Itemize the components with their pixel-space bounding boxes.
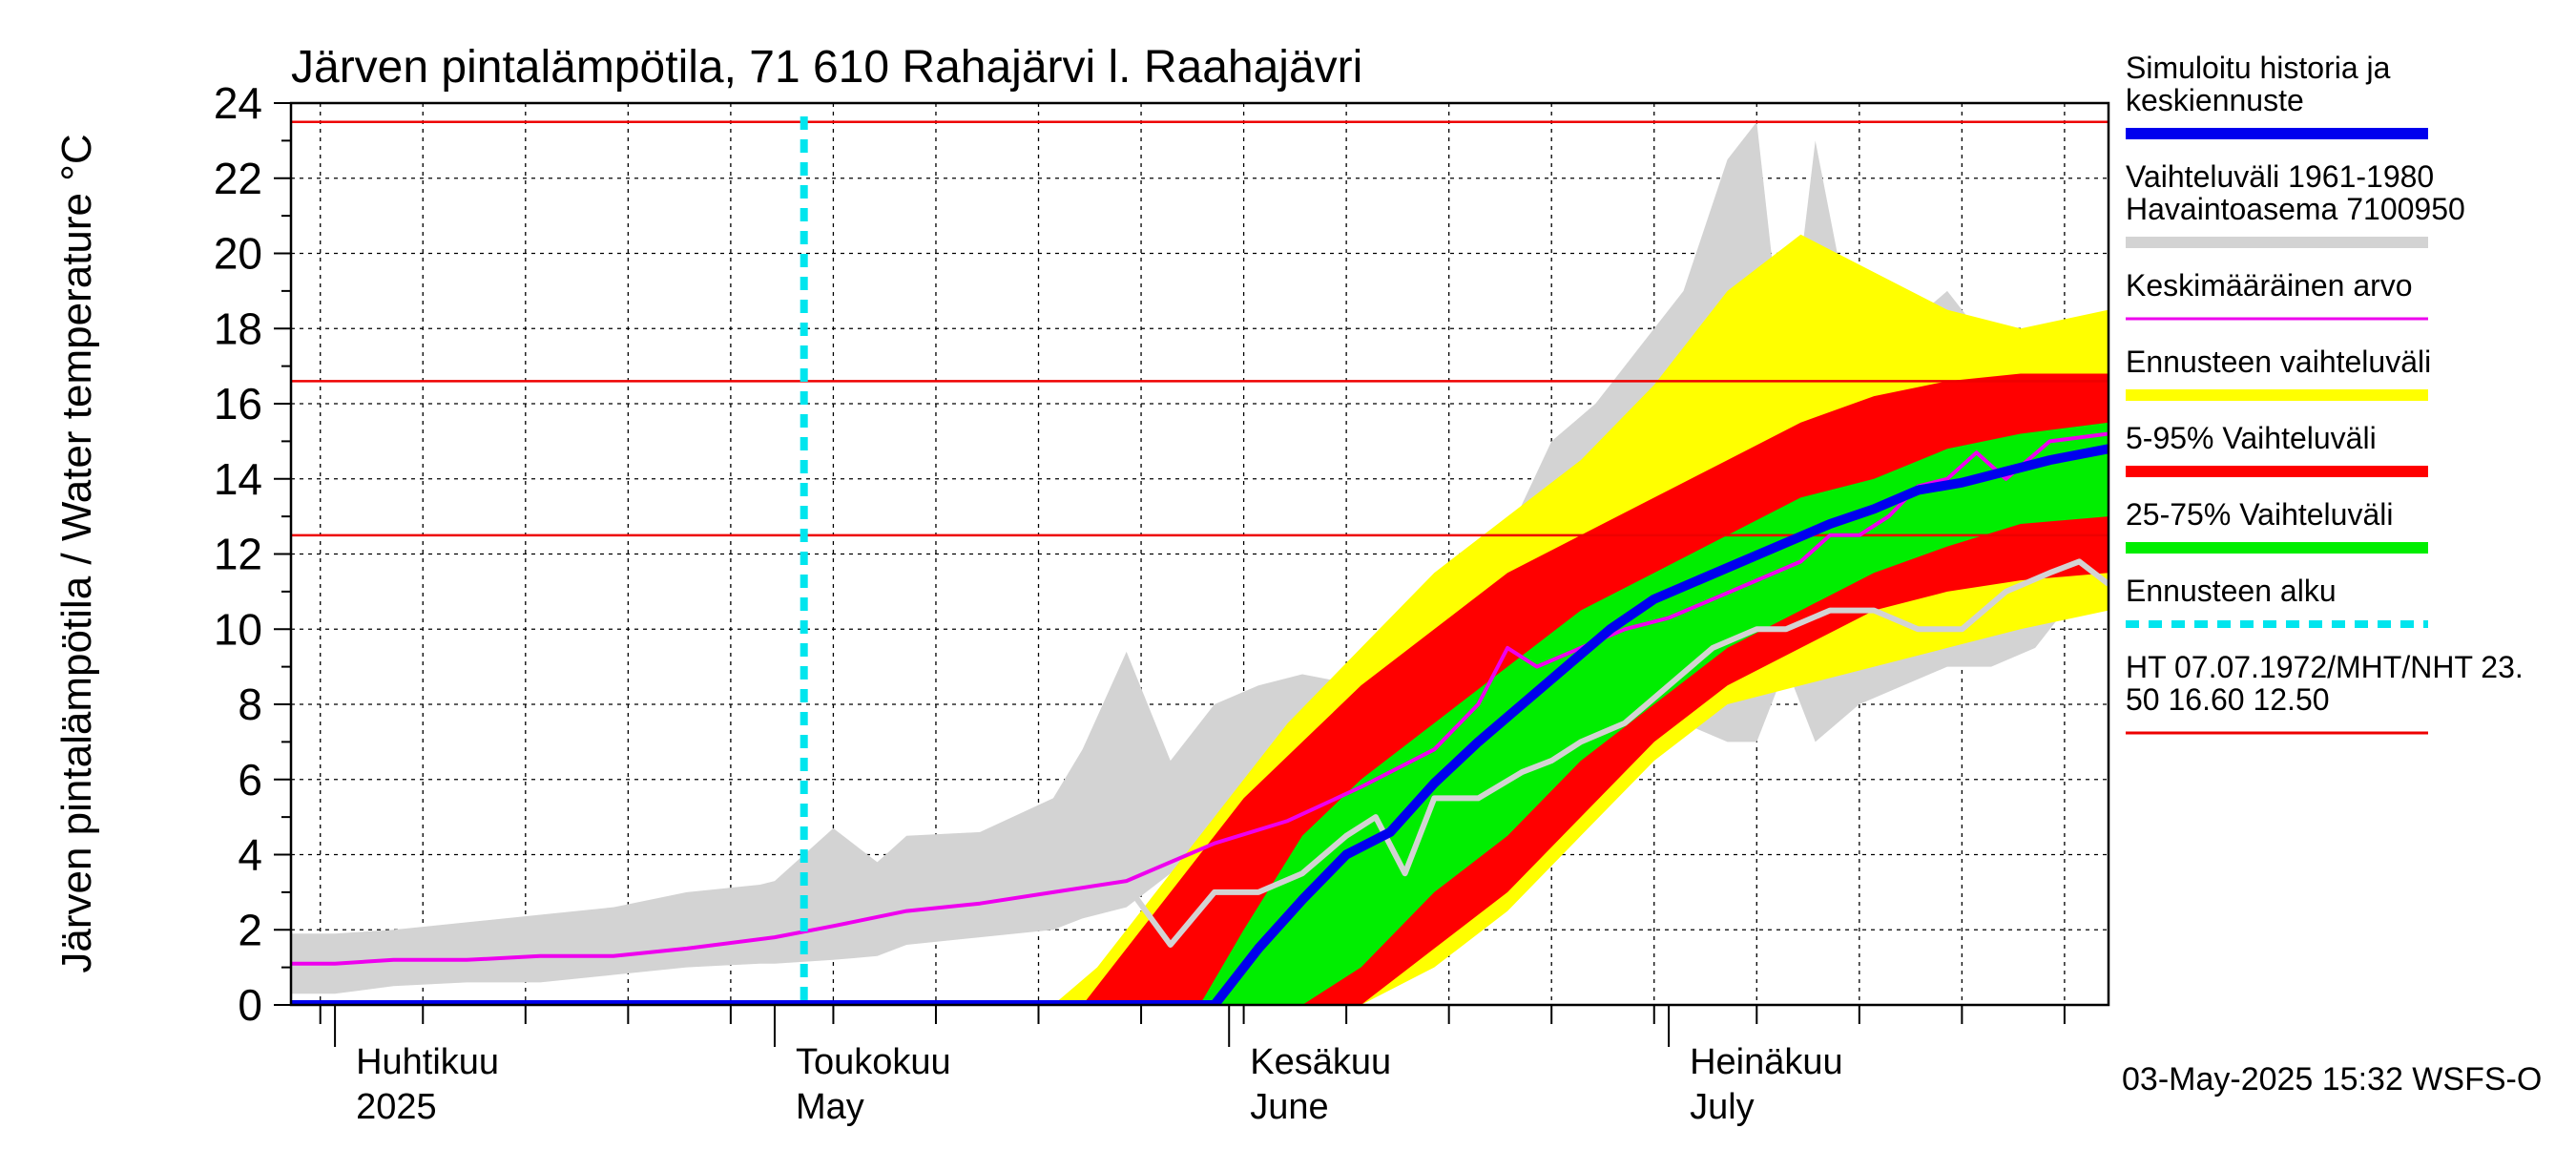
y-tick-label: 10 [214, 604, 262, 654]
x-month-label-en: July [1690, 1087, 1755, 1127]
y-tick-label: 18 [214, 303, 262, 353]
x-month-label-en: June [1250, 1087, 1328, 1127]
legend-label: Keskimääräinen arvo [2126, 268, 2413, 303]
timestamp: 03-May-2025 15:32 WSFS-O [2122, 1061, 2542, 1098]
y-tick-label: 2 [238, 905, 262, 954]
y-tick-label: 20 [214, 229, 262, 279]
historical-range-band [291, 121, 2109, 994]
y-tick-label: 8 [238, 680, 262, 729]
y-tick-label: 24 [214, 78, 262, 128]
chart-title: Järven pintalämpötila, 71 610 Rahajärvi … [291, 42, 1362, 93]
y-axis-label: Järven pintalämpötila / Water temperatur… [53, 134, 100, 972]
y-tick-label: 4 [238, 830, 262, 880]
y-tick-label: 12 [214, 530, 262, 579]
legend-label: Ennusteen alku [2126, 574, 2337, 608]
y-tick-label: 22 [214, 154, 262, 203]
data-bands [291, 121, 2109, 1005]
y-tick-label: 14 [214, 454, 262, 504]
legend-label: Ennusteen vaihteluväli [2126, 345, 2431, 379]
legend-label: 5-95% Vaihteluväli [2126, 421, 2377, 455]
y-tick-label: 16 [214, 379, 262, 429]
x-axis: Huhtikuu 2025 Toukokuu May Kesäkuu June Heinäk… [319, 1005, 2066, 1127]
x-month-label-en: May [796, 1087, 864, 1127]
y-tick-label: 0 [238, 980, 262, 1030]
x-month-label-fi: Kesäkuu [1250, 1042, 1391, 1082]
x-month-label-fi: Huhtikuu [356, 1042, 499, 1082]
mean-line [291, 431, 2109, 966]
legend-label: Havaintoasema 7100950 [2126, 192, 2465, 226]
y-tick-label: 6 [238, 755, 262, 805]
historical-line [1124, 558, 2109, 948]
median-forecast-line [291, 444, 2109, 1005]
legend-label: Simuloitu historia ja [2126, 51, 2391, 85]
legend-label: 25-75% Vaihteluväli [2126, 497, 2393, 532]
x-month-label-en: 2025 [356, 1087, 437, 1127]
x-month-label-fi: Heinäkuu [1690, 1042, 1843, 1082]
legend-label: Vaihteluväli 1961-1980 [2126, 159, 2434, 194]
percentile-25-75-band [1199, 422, 2109, 1005]
legend-label: 50 16.60 12.50 [2126, 682, 2330, 717]
legend-label: keskiennuste [2126, 83, 2304, 117]
data-lines [291, 116, 2109, 1005]
legend-label: HT 07.07.1972/MHT/NHT 23. [2126, 650, 2524, 684]
x-month-label-fi: Toukokuu [796, 1042, 951, 1082]
